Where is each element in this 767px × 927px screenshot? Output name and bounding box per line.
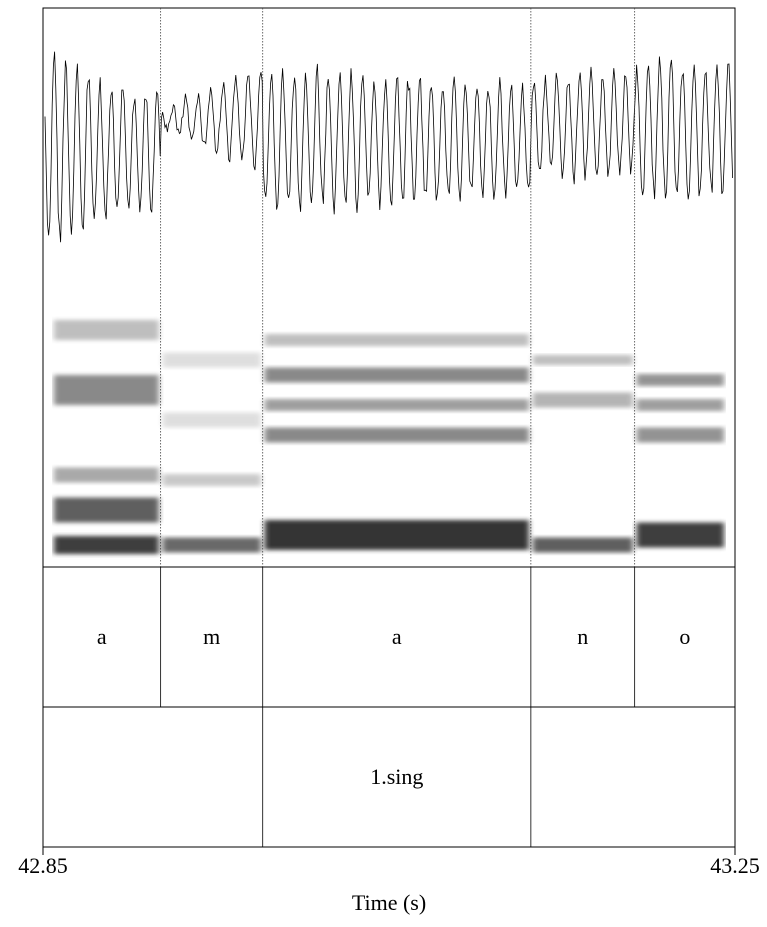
- interval-label: a: [97, 624, 107, 649]
- x-tick-label: 43.25: [710, 853, 760, 878]
- formant-band: [533, 355, 633, 365]
- band-striation: [637, 399, 724, 411]
- band-striation: [163, 413, 261, 428]
- band-striation: [265, 520, 529, 550]
- band-striation: [637, 374, 724, 386]
- band-striation: [54, 498, 159, 523]
- waveform: [45, 52, 733, 243]
- band-striation: [265, 428, 529, 443]
- interval-label: a: [392, 624, 402, 649]
- formant-band: [265, 399, 529, 411]
- interval-label: o: [679, 624, 690, 649]
- formant-band: [637, 399, 724, 411]
- band-striation: [54, 320, 159, 340]
- band-striation: [533, 393, 633, 408]
- interval-label: m: [203, 624, 220, 649]
- formant-band: [163, 353, 261, 368]
- band-striation: [163, 474, 261, 486]
- band-striation: [533, 538, 633, 553]
- band-striation: [533, 355, 633, 365]
- formant-band: [637, 374, 724, 386]
- formant-band: [265, 520, 529, 550]
- formant-band: [637, 523, 724, 548]
- formant-band: [533, 538, 633, 553]
- band-striation: [637, 428, 724, 443]
- band-striation: [54, 536, 159, 554]
- band-striation: [54, 375, 159, 405]
- band-striation: [54, 468, 159, 483]
- band-striation: [265, 399, 529, 411]
- band-striation: [163, 353, 261, 368]
- x-axis-label: Time (s): [352, 890, 426, 915]
- band-striation: [265, 368, 529, 383]
- formant-band: [54, 468, 159, 483]
- formant-band: [265, 334, 529, 346]
- band-striation: [265, 334, 529, 346]
- formant-band: [637, 428, 724, 443]
- band-striation: [637, 523, 724, 548]
- formant-band: [163, 413, 261, 428]
- formant-band: [54, 320, 159, 340]
- chart: Time (s) 42.85 43.25 a m a n o 1.sing: [0, 0, 767, 922]
- waveform-panel: [45, 52, 733, 243]
- interval-label: n: [577, 624, 588, 649]
- formant-band: [533, 393, 633, 408]
- formant-band: [163, 474, 261, 486]
- interval-label: 1.sing: [370, 764, 423, 789]
- formant-band: [265, 428, 529, 443]
- formant-band: [54, 375, 159, 405]
- x-tick-label: 42.85: [18, 853, 68, 878]
- spectrogram: [54, 320, 724, 554]
- formant-band: [163, 538, 261, 553]
- formant-band: [54, 498, 159, 523]
- formant-band: [265, 368, 529, 383]
- band-striation: [163, 538, 261, 553]
- formant-band: [54, 536, 159, 554]
